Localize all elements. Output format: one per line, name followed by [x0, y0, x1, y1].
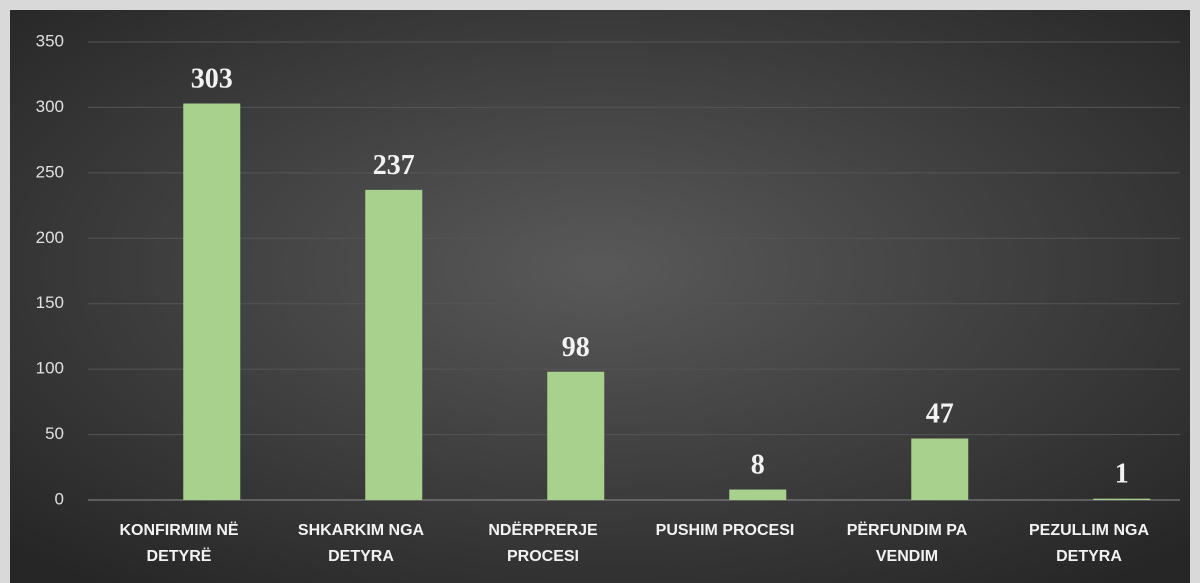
bar [729, 489, 787, 500]
data-label: 98 [562, 332, 590, 363]
x-tick-label: PUSHIM PROCESI [655, 522, 795, 539]
data-label: 237 [373, 150, 415, 181]
y-tick-label: 250 [36, 162, 64, 181]
y-tick-label: 50 [45, 424, 64, 443]
x-tick-label: NDËRPRERJE PROCESI [488, 522, 598, 565]
bar [547, 371, 605, 500]
bar [911, 438, 969, 500]
bar [1093, 498, 1151, 500]
y-tick-label: 0 [55, 489, 64, 508]
y-tick-label: 150 [36, 293, 64, 312]
x-tick-label: PËRFUNDIM PA VENDIM [846, 522, 968, 565]
data-label: 303 [191, 64, 233, 95]
bar [183, 103, 241, 500]
y-tick-label: 300 [36, 97, 64, 116]
y-tick-label: 350 [36, 31, 64, 50]
x-tick-label: KONFIRMIM NË DETYRË [119, 522, 239, 565]
x-tick-label: PEZULLIM NGA DETYRA [1029, 522, 1149, 565]
y-tick-label: 200 [36, 228, 64, 247]
y-tick-label: 100 [36, 359, 64, 378]
data-label: 1 [1115, 459, 1129, 490]
bar [365, 189, 423, 500]
x-tick-label: SHKARKIM NGA DETYRA [297, 522, 425, 565]
data-label: 8 [751, 450, 765, 481]
data-label: 47 [926, 398, 954, 429]
